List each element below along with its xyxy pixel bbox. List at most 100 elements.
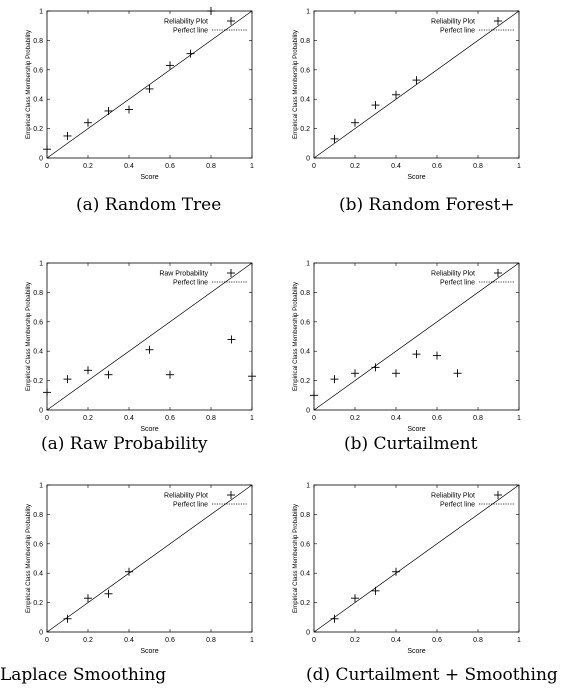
- data-point: [371, 101, 380, 110]
- x-tick-label: 0.6: [165, 637, 175, 644]
- perfect-line: [314, 11, 519, 158]
- legend-label-line: Perfect line: [440, 502, 475, 509]
- caption-laplace-smoothing: Laplace Smoothing: [0, 665, 167, 685]
- x-tick-label: 0.4: [124, 163, 134, 170]
- legend-label-points: Reliability Plot: [431, 19, 475, 26]
- x-tick-label: 0.6: [432, 637, 442, 644]
- y-tick-label: 0.6: [300, 67, 310, 74]
- y-tick-label: 0.2: [33, 378, 43, 385]
- data-point: [104, 589, 113, 598]
- y-tick-label: 0: [39, 408, 43, 415]
- plot-frame: [46, 484, 253, 633]
- y-tick-label: 0.6: [33, 67, 43, 74]
- x-axis-label: Score: [140, 426, 158, 433]
- x-tick-label: 0.6: [432, 163, 442, 170]
- x-tick-label: 1: [517, 415, 521, 422]
- x-tick-label: 0.2: [350, 637, 360, 644]
- y-tick-label: 0.4: [33, 571, 43, 578]
- y-tick-label: 0.8: [33, 38, 43, 45]
- y-tick-label: 0.8: [300, 38, 310, 45]
- x-tick-label: 1: [250, 637, 254, 644]
- y-tick-label: 0.2: [33, 126, 43, 133]
- x-tick-label: 0: [45, 637, 49, 644]
- x-axis-label: Score: [407, 426, 425, 433]
- data-point: [371, 363, 380, 372]
- x-tick-label: 0.8: [206, 163, 216, 170]
- data-point: [310, 391, 318, 400]
- caption-random-tree: (a) Random Tree: [76, 195, 222, 215]
- y-axis-label: Empirical Class Membership Probability: [25, 281, 32, 391]
- x-tick-label: 0: [45, 163, 49, 170]
- x-tick-label: 0.8: [473, 163, 483, 170]
- x-tick-label: 0.6: [165, 163, 175, 170]
- data-point: [351, 369, 359, 378]
- x-tick-label: 0.4: [124, 415, 134, 422]
- data-point: [330, 614, 339, 623]
- y-tick-label: 0: [39, 156, 43, 163]
- perfect-line: [47, 485, 252, 632]
- data-point: [84, 118, 92, 127]
- data-point: [412, 76, 421, 85]
- y-tick-label: 1: [306, 483, 310, 490]
- y-tick-label: 1: [306, 9, 310, 16]
- plot-frame: [313, 10, 520, 159]
- chart-raw-probability: 0 0.2 0.4 0.6 0.8 1 0 0.2 0.4 0.6 0.8 1 Score Empiric…: [25, 261, 256, 433]
- x-axis-label: Score: [140, 648, 158, 655]
- x-tick-label: 0: [45, 415, 49, 422]
- data-point: [63, 614, 72, 623]
- x-tick-label: 0.2: [83, 415, 93, 422]
- plot-frame: [46, 10, 253, 159]
- x-tick-label: 0.6: [432, 415, 442, 422]
- y-tick-label: 0.4: [300, 571, 310, 578]
- x-tick-label: 1: [517, 637, 521, 644]
- legend-label-line: Perfect line: [440, 280, 475, 287]
- data-point: [433, 351, 441, 360]
- data-point: [145, 84, 154, 93]
- data-point: [63, 131, 72, 140]
- legend-label-line: Perfect line: [173, 280, 208, 287]
- legend-label-points: Reliability Plot: [431, 493, 475, 500]
- x-tick-label: 0.2: [83, 637, 93, 644]
- x-tick-label: 1: [517, 163, 521, 170]
- x-tick-label: 0.4: [391, 163, 401, 170]
- legend-label-points: Reliability Plot: [164, 19, 208, 26]
- y-tick-label: 0.4: [300, 97, 310, 104]
- y-tick-label: 1: [39, 261, 43, 268]
- perfect-line: [47, 11, 252, 158]
- x-tick-label: 0: [312, 637, 316, 644]
- y-axis-label: Empirical Class Membership Probability: [292, 29, 299, 139]
- data-point: [371, 586, 380, 595]
- legend-label-line: Perfect line: [173, 28, 208, 35]
- x-tick-label: 0.4: [124, 637, 134, 644]
- y-tick-label: 0: [306, 156, 310, 163]
- plot-frame: [313, 484, 520, 633]
- y-tick-label: 0.8: [300, 290, 310, 297]
- data-point: [84, 594, 92, 603]
- y-tick-label: 0.8: [33, 512, 43, 519]
- x-tick-label: 1: [250, 163, 254, 170]
- y-tick-label: 0: [306, 630, 310, 637]
- x-tick-label: 0.2: [350, 163, 360, 170]
- data-point: [43, 145, 51, 154]
- data-point: [84, 366, 92, 375]
- data-point: [125, 567, 133, 576]
- x-tick-label: 0.6: [165, 415, 175, 422]
- y-axis-label: Empirical Class Membership Probability: [25, 29, 32, 139]
- x-tick-label: 0.4: [391, 415, 401, 422]
- plot-frame: [46, 262, 253, 411]
- data-point: [330, 375, 339, 384]
- data-point: [63, 375, 72, 384]
- x-tick-label: 0: [312, 415, 316, 422]
- y-tick-label: 0.4: [300, 349, 310, 356]
- data-point: [392, 567, 400, 576]
- data-point: [166, 61, 174, 70]
- y-tick-label: 0.6: [300, 319, 310, 326]
- data-point: [392, 90, 400, 99]
- data-point: [145, 345, 154, 354]
- x-tick-label: 0.8: [206, 637, 216, 644]
- data-point: [392, 369, 400, 378]
- y-tick-label: 0.4: [33, 349, 43, 356]
- y-tick-label: 0.2: [300, 600, 310, 607]
- perfect-line: [314, 485, 519, 632]
- y-tick-label: 1: [39, 483, 43, 490]
